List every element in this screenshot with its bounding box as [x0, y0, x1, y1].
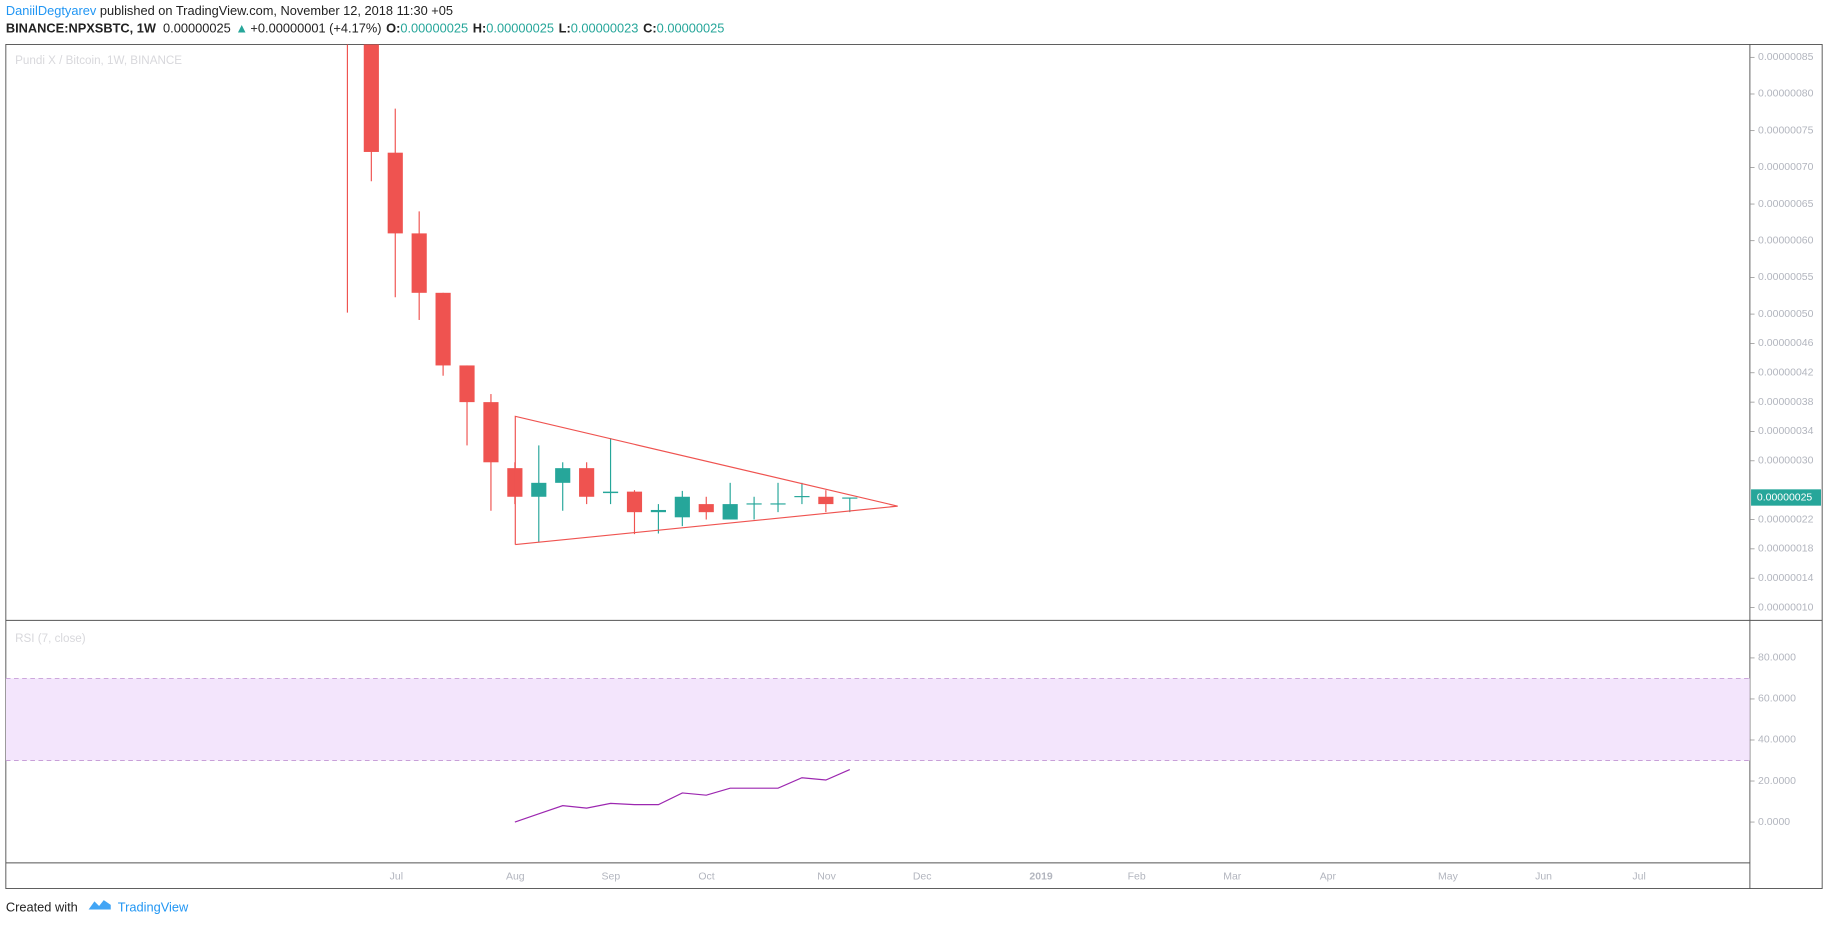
y-tick-label: 0.00000050 — [1758, 309, 1814, 320]
price-pane — [346, 44, 858, 543]
change: +0.00000001 (+4.17%) — [250, 21, 381, 36]
y-tick-label: 0.00000018 — [1758, 544, 1814, 555]
y-tick-label: 60.0000 — [1758, 694, 1796, 705]
y-tick-label: 0.00000085 — [1758, 52, 1814, 63]
y-tick-label: 0.00000022 — [1758, 514, 1814, 525]
header-line: DaniilDegtyarev published on TradingView… — [6, 3, 453, 18]
candle-body — [387, 152, 403, 234]
symbol-line: BINANCE:NPXSBTC, 1W 0.00000025 ▲ +0.0000000… — [6, 21, 725, 36]
ohlc-value: 0.00000023 — [571, 21, 639, 36]
x-tick-label: Apr — [1320, 872, 1337, 883]
candle-body — [626, 491, 643, 513]
rsi-pane — [5, 677, 1750, 823]
y-tick-label: 20.0000 — [1758, 776, 1796, 787]
x-tick-label: Aug — [506, 872, 525, 883]
last: 0.00000025 — [163, 21, 231, 36]
ohlc-label: H: — [473, 21, 487, 36]
candle-body — [363, 44, 379, 152]
price-badge-bg — [1751, 489, 1822, 506]
author[interactable]: DaniilDegtyarev — [6, 3, 97, 18]
y-tick-label: 0.00000034 — [1758, 426, 1814, 437]
x-tick-label: Jul — [390, 872, 403, 883]
ohlc-label: L: — [559, 21, 571, 36]
candle-body — [483, 402, 499, 463]
footer-brand[interactable]: TradingView — [118, 900, 189, 915]
y-tick-label: 0.00000046 — [1758, 338, 1814, 349]
ohlc-value: 0.00000025 — [486, 21, 554, 36]
triangle-drawing — [514, 415, 898, 546]
y-tick-label: 0.00000070 — [1758, 162, 1814, 173]
y-tick-label: 0.00000060 — [1758, 235, 1814, 246]
published: published on TradingView.com, November 1… — [96, 3, 453, 18]
trend-triangle — [514, 415, 898, 546]
x-tick-label: Sep — [602, 872, 621, 883]
candle-body — [722, 504, 738, 520]
symbol: BINANCE:NPXSBTC, 1W — [6, 21, 157, 36]
ohlc-value: 0.00000025 — [657, 21, 725, 36]
candle-body — [531, 482, 547, 497]
candle-body — [794, 496, 810, 498]
chart-title: Pundi X / Bitcoin, 1W, BINANCE — [15, 54, 182, 67]
ohlc-label: O: — [386, 21, 400, 36]
x-tick-label: May — [1438, 872, 1459, 883]
x-tick-label: Nov — [817, 872, 836, 883]
y-tick-label: 0.00000030 — [1758, 456, 1814, 467]
candle-body — [579, 468, 595, 497]
footer-created: Created with — [6, 900, 78, 915]
x-tick-label: Oct — [698, 872, 714, 883]
y-tick-label: 80.0000 — [1758, 653, 1796, 664]
y-tick-label: 0.00000080 — [1758, 89, 1814, 100]
x-tick-label: 2019 — [1029, 872, 1052, 883]
price-badge: 0.00000025 — [1757, 492, 1813, 503]
candle-body — [555, 468, 571, 483]
candle-body — [435, 292, 451, 366]
candle-body — [602, 491, 619, 494]
candle-body — [842, 497, 858, 499]
x-tick-label: Feb — [1128, 872, 1146, 883]
y-tick-label: 0.0000 — [1758, 817, 1790, 828]
candle-body — [459, 365, 475, 403]
y-tick-label: 0.00000014 — [1758, 573, 1814, 584]
x-tick-label: Mar — [1223, 872, 1242, 883]
x-tick-label: Jun — [1535, 872, 1552, 883]
y-tick-label: 0.00000010 — [1758, 602, 1814, 613]
ohlc-value: 0.00000025 — [400, 21, 468, 36]
candle-body — [818, 496, 834, 505]
y-tick-label: 0.00000055 — [1758, 272, 1814, 283]
tv-logo — [88, 900, 111, 910]
candle-body — [411, 233, 427, 293]
ohlc-label: C: — [643, 21, 657, 36]
y-tick-label: 0.00000042 — [1758, 368, 1814, 379]
x-tick-label: Jul — [1632, 872, 1645, 883]
y-tick-label: 0.00000038 — [1758, 397, 1814, 408]
frame — [5, 44, 1823, 889]
y-tick-label: 0.00000065 — [1758, 199, 1814, 210]
candle-body — [674, 496, 690, 518]
arrow: ▲ — [235, 21, 248, 36]
candle-body — [746, 503, 762, 505]
x-tick-label: Dec — [913, 872, 932, 883]
rsi-band — [5, 678, 1750, 761]
rsi-title: RSI (7, close) — [15, 632, 86, 645]
candle-body — [650, 509, 666, 513]
candle-body — [698, 504, 714, 513]
y-tick-label: 40.0000 — [1758, 735, 1796, 746]
y-tick-label: 0.00000075 — [1758, 125, 1814, 136]
rsi-line — [514, 768, 851, 823]
axes: 0.00000085 0.00000080 0.00000075 0.00000070… — [390, 52, 1822, 883]
candle-body — [770, 503, 786, 505]
